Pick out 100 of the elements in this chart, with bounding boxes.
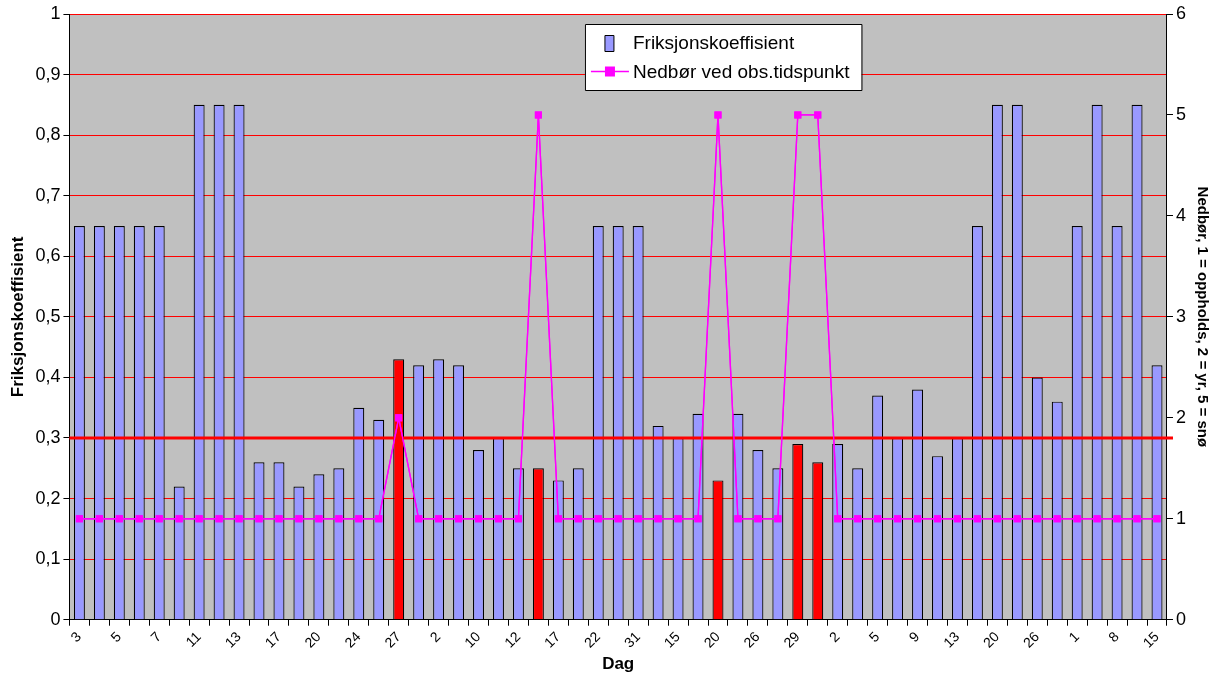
point xyxy=(933,515,942,523)
y2-tick-label: 4 xyxy=(1175,204,1186,225)
point xyxy=(754,515,762,523)
y2-tick-label: 1 xyxy=(1175,507,1186,528)
point xyxy=(1153,515,1161,523)
x-tick-label: 2 xyxy=(426,628,444,646)
point xyxy=(455,515,463,523)
y-tick-label: 0,9 xyxy=(35,63,61,84)
point xyxy=(95,515,103,523)
point xyxy=(634,515,642,523)
point xyxy=(1113,515,1121,523)
y2-tick-label: 5 xyxy=(1175,103,1186,124)
point xyxy=(1073,515,1081,523)
y-tick-label: 1 xyxy=(50,2,61,23)
x-tick-label: 27 xyxy=(381,628,404,651)
x-tick-label: 11 xyxy=(182,628,205,650)
point xyxy=(674,515,682,523)
y-tick-label: 0,7 xyxy=(35,184,61,205)
point xyxy=(794,111,802,119)
x-axis-title: Dag xyxy=(602,654,635,674)
x-tick-label: 22 xyxy=(580,628,604,651)
y-tick-label: 0,8 xyxy=(35,124,61,145)
x-tick-label: 31 xyxy=(620,628,644,651)
point xyxy=(993,515,1001,523)
point xyxy=(714,111,722,119)
y-tick-label: 0,4 xyxy=(35,366,61,387)
point xyxy=(814,111,822,119)
point xyxy=(155,515,163,523)
point xyxy=(834,515,842,523)
y2-tick-label: 6 xyxy=(1175,2,1186,23)
point xyxy=(474,515,483,523)
y-tick-label: 0,6 xyxy=(35,245,61,266)
point xyxy=(973,515,981,523)
point xyxy=(734,515,742,523)
x-tick-label: 26 xyxy=(740,628,763,651)
x-tick-label: 2 xyxy=(825,628,843,646)
x-tick-label: 7 xyxy=(147,628,165,646)
point xyxy=(614,515,622,523)
x-tick-label: 10 xyxy=(461,628,484,651)
point xyxy=(914,515,922,523)
legend-label: Friksjonskoeffisient xyxy=(632,31,795,53)
y2-tick-label: 2 xyxy=(1175,406,1186,427)
point xyxy=(874,515,882,523)
point xyxy=(854,515,862,523)
point xyxy=(435,515,443,523)
point xyxy=(255,515,263,523)
x-tick-label: 8 xyxy=(1105,628,1123,646)
point xyxy=(594,515,602,523)
point xyxy=(315,515,323,523)
point xyxy=(375,515,383,523)
x-tick-label: 9 xyxy=(905,628,923,646)
y-tick-label: 0,1 xyxy=(35,548,61,569)
point xyxy=(774,515,782,523)
point xyxy=(1093,515,1101,523)
point xyxy=(135,515,143,523)
point xyxy=(1053,515,1061,523)
point xyxy=(1033,515,1041,523)
point xyxy=(75,515,83,523)
x-tick-label: 3 xyxy=(67,628,85,646)
point xyxy=(295,515,303,523)
point xyxy=(335,515,343,523)
point xyxy=(275,515,283,523)
point xyxy=(514,515,522,523)
y-tick-label: 0 xyxy=(50,608,61,629)
point xyxy=(235,515,243,523)
y2-axis-title: Nedbør, 1 = oppholds, 2 = yr, 5 = snø xyxy=(1194,186,1212,448)
point xyxy=(953,515,961,523)
legend-label: Nedbør ved obs.tidspunkt xyxy=(632,60,851,82)
x-tick-label: 13 xyxy=(939,628,963,651)
point xyxy=(574,515,582,523)
y-axis-title: Friksjonskoeffisient xyxy=(7,236,27,398)
x-tick-label: 20 xyxy=(301,628,324,651)
point xyxy=(355,515,363,523)
point xyxy=(415,515,423,523)
point xyxy=(534,111,542,119)
y-tick-label: 0,5 xyxy=(35,305,61,326)
y2-tick-label: 3 xyxy=(1175,305,1186,326)
x-tick-label: 15 xyxy=(660,628,684,651)
x-tick-label: 15 xyxy=(1139,628,1163,651)
point xyxy=(654,515,662,523)
x-tick-label: 5 xyxy=(107,628,125,646)
point xyxy=(115,515,123,523)
y-tick-label: 0,3 xyxy=(35,426,61,447)
x-tick-label: 17 xyxy=(540,628,564,651)
point xyxy=(894,515,902,523)
x-tick-label: 20 xyxy=(979,628,1003,651)
point xyxy=(1133,515,1141,523)
y2-tick-label: 0 xyxy=(1175,608,1186,629)
point xyxy=(494,515,503,523)
point xyxy=(395,414,403,422)
point xyxy=(1013,515,1021,523)
point xyxy=(175,515,183,523)
x-tick-label: 20 xyxy=(700,628,723,651)
x-tick-label: 1 xyxy=(1065,628,1083,646)
x-tick-label: 26 xyxy=(1019,628,1043,651)
y-tick-label: 0,2 xyxy=(35,487,61,508)
x-tick-label: 17 xyxy=(261,628,284,651)
x-tick-label: 13 xyxy=(221,628,245,651)
point xyxy=(694,515,702,523)
point xyxy=(195,515,203,523)
